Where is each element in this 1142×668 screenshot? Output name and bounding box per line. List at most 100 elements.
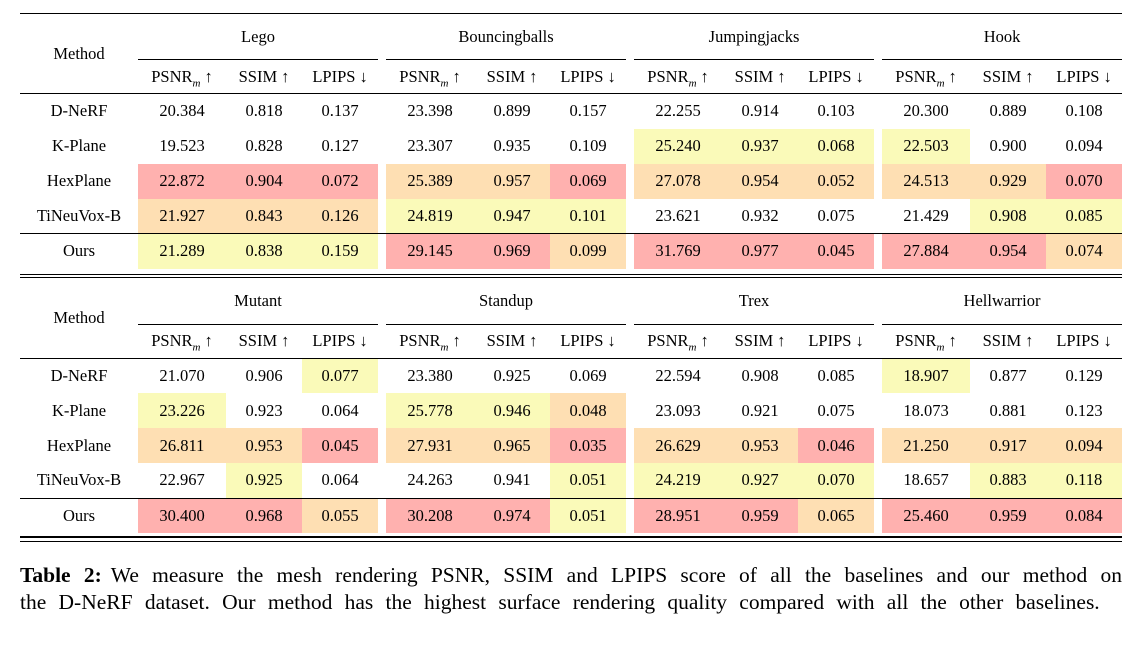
metric-value-cell: 0.065 xyxy=(798,497,875,533)
metric-header-ssim: SSIM ↑ xyxy=(474,59,551,94)
scene-group-header: Lego xyxy=(138,13,379,60)
metric-value-cell: 0.094 xyxy=(1065,136,1103,155)
metric-value-cell: 0.929 xyxy=(970,163,1047,199)
down-arrow-icon: ↓ xyxy=(359,66,368,86)
up-arrow-icon: ↑ xyxy=(281,66,290,86)
caption-text: We measure the mesh rendering PSNR, SSIM… xyxy=(20,562,1122,615)
up-arrow-icon: ↑ xyxy=(204,66,213,86)
up-arrow-icon: ↑ xyxy=(948,66,957,86)
metric-value-cell: 21.429 xyxy=(903,205,949,225)
metric-label: PSNR xyxy=(647,331,689,350)
group-gap xyxy=(874,393,882,428)
up-arrow-icon: ↑ xyxy=(529,66,538,86)
group-gap xyxy=(874,164,882,199)
metric-value-cell: 23.621 xyxy=(655,205,701,225)
down-arrow-icon: ↓ xyxy=(1103,331,1112,350)
metric-value-cell: 0.838 xyxy=(226,233,302,269)
metric-value-cell: 24.219 xyxy=(634,463,722,498)
metric-value-cell: 0.908 xyxy=(970,198,1047,234)
metric-value-cell: 0.129 xyxy=(1065,365,1103,385)
group-gap xyxy=(874,428,882,463)
metric-value-cell: 0.084 xyxy=(1046,497,1123,533)
group-gap xyxy=(378,463,386,498)
group-gap xyxy=(378,233,387,269)
method-name-cell: D-NeRF xyxy=(50,365,108,385)
metric-value-cell: 23.380 xyxy=(407,365,453,385)
metric-value-cell: 0.953 xyxy=(226,428,302,463)
up-arrow-icon: ↑ xyxy=(700,66,709,86)
metric-header-psnr: PSNRm ↑ xyxy=(882,324,971,359)
scene-group-header: Bouncingballs xyxy=(386,13,627,60)
metric-value-cell: 22.255 xyxy=(655,101,701,121)
scene-group-header: Jumpingjacks xyxy=(634,13,875,60)
metric-value-cell: 0.075 xyxy=(817,205,855,225)
metric-value-cell: 22.594 xyxy=(655,365,701,385)
metric-value-cell: 0.932 xyxy=(741,205,779,225)
metric-value-cell: 0.968 xyxy=(226,497,302,533)
up-arrow-icon: ↑ xyxy=(1025,331,1034,350)
method-name-cell: HexPlane xyxy=(46,435,112,455)
metric-value-cell: 0.965 xyxy=(474,428,550,463)
metric-label: SSIM xyxy=(238,331,278,350)
metric-value-cell: 0.900 xyxy=(989,136,1027,155)
table-bottom-rule xyxy=(20,536,1122,542)
metric-subscript: m xyxy=(440,76,449,89)
metric-label: LPIPS xyxy=(560,66,604,86)
method-column-header: Method xyxy=(20,13,138,94)
metric-value-cell: 0.123 xyxy=(1065,400,1103,420)
metric-value-cell: 0.035 xyxy=(550,428,626,463)
metric-label: LPIPS xyxy=(808,66,852,86)
metric-value-cell: 0.818 xyxy=(245,101,283,121)
scene-group-header: Mutant xyxy=(138,278,378,325)
metric-value-cell: 0.046 xyxy=(798,428,875,463)
metric-value-cell: 0.935 xyxy=(493,136,531,155)
metric-header-psnr: PSNRm ↑ xyxy=(138,59,226,94)
metric-label: SSIM xyxy=(486,331,526,350)
metric-value-cell: 0.159 xyxy=(302,233,379,269)
metric-value-cell: 22.967 xyxy=(159,470,205,490)
group-gap xyxy=(378,358,386,393)
metric-value-cell: 0.904 xyxy=(226,163,302,199)
table-row: HexPlane 22.872 0.904 0.072 25.389 0.957 0.069… xyxy=(20,163,1123,199)
up-arrow-icon: ↑ xyxy=(529,331,538,350)
table-row: D-NeRF 21.070 0.906 0.077 23.380 0.925 0.069 22… xyxy=(20,358,1122,393)
metric-header-lpips: LPIPS ↓ xyxy=(1046,59,1123,94)
metric-value-cell: 25.240 xyxy=(634,128,723,164)
metric-value-cell: 19.523 xyxy=(159,136,205,155)
metric-header-psnr: PSNRm ↑ xyxy=(386,59,475,94)
metric-value-cell: 22.503 xyxy=(882,128,971,164)
group-gap xyxy=(378,13,387,94)
metric-value-cell: 23.226 xyxy=(138,393,226,428)
metric-value-cell: 0.946 xyxy=(474,393,550,428)
page-root: Method Lego Bouncingballs Jumpingjacks Hook P… xyxy=(20,13,1123,615)
metric-value-cell: 24.819 xyxy=(386,198,475,234)
group-gap xyxy=(874,497,883,533)
metric-label: LPIPS xyxy=(808,331,852,350)
metric-value-cell: 0.051 xyxy=(550,497,626,533)
up-arrow-icon: ↑ xyxy=(452,66,461,86)
metric-value-cell: 21.250 xyxy=(882,428,971,463)
group-gap xyxy=(378,497,386,533)
table-row: HexPlane 26.811 0.953 0.045 27.931 0.965 0.035… xyxy=(20,428,1123,463)
group-gap xyxy=(874,129,882,164)
metric-value-cell: 0.052 xyxy=(798,163,875,199)
metric-value-cell: 0.077 xyxy=(302,358,378,393)
metric-value-cell: 0.947 xyxy=(474,198,551,234)
metric-value-cell: 0.925 xyxy=(226,463,302,498)
group-gap xyxy=(626,94,634,129)
group-gap xyxy=(874,94,882,129)
metric-value-cell: 0.051 xyxy=(550,463,626,498)
table-row: D-NeRF 20.384 0.818 0.137 23.398 0.899 0.157 22… xyxy=(20,94,1122,129)
down-arrow-icon: ↓ xyxy=(607,66,616,86)
metric-value-cell: 0.072 xyxy=(302,163,379,199)
metric-value-cell: 0.954 xyxy=(722,163,799,199)
group-gap xyxy=(626,428,634,463)
metric-header-lpips: LPIPS ↓ xyxy=(798,59,875,94)
group-gap xyxy=(626,358,634,393)
metric-value-cell: 25.389 xyxy=(386,163,475,199)
metric-value-cell: 31.769 xyxy=(634,233,723,269)
metric-value-cell: 30.208 xyxy=(386,497,474,533)
metric-value-cell: 0.923 xyxy=(245,400,283,420)
group-gap xyxy=(874,13,883,94)
metric-header-psnr: PSNRm ↑ xyxy=(634,324,722,359)
